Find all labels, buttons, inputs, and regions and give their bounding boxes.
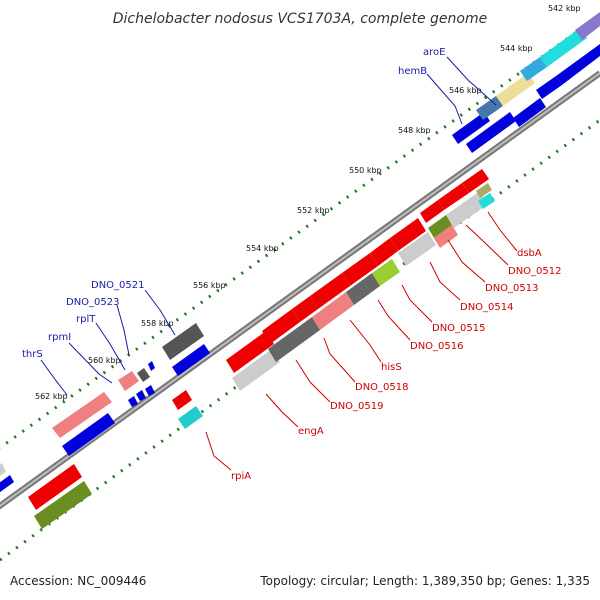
gene-label-DNO_0518[interactable]: DNO_0518: [355, 382, 409, 393]
gene-label-DNO_0513[interactable]: DNO_0513: [485, 283, 539, 294]
gene-DNO_0515[interactable]: [372, 259, 400, 286]
reverse-gene-labels: dsbA DNO_0512 DNO_0513 DNO_0514 DNO_0515…: [231, 248, 562, 482]
reverse-leader-lines: [205, 211, 518, 471]
gene-rpiA[interactable]: [172, 390, 192, 410]
gene-DNO_0516[interactable]: [346, 273, 380, 305]
gene-label-thrS[interactable]: thrS: [22, 349, 43, 360]
gene-dsbA[interactable]: [478, 193, 495, 209]
tick-label-556: 556 kbp: [193, 281, 226, 290]
gene-rplT[interactable]: [136, 390, 146, 401]
gene-label-DNO_0514[interactable]: DNO_0514: [460, 302, 514, 313]
gene-label-aroE[interactable]: aroE: [423, 47, 445, 58]
gene-label-dsbA[interactable]: dsbA: [517, 248, 542, 259]
gene-label-rpiA[interactable]: rpiA: [231, 471, 251, 482]
gene-label-DNO_0516[interactable]: DNO_0516: [410, 341, 464, 352]
gene-engA[interactable]: [226, 331, 274, 373]
scale-track-outer: [0, 13, 600, 450]
gene-hemB[interactable]: [452, 112, 490, 144]
gene-rpmI-block[interactable]: [52, 392, 112, 438]
gene-DNO_0519[interactable]: [268, 317, 320, 362]
topology-summary-text: Topology: circular; Length: 1,389,350 bp…: [259, 574, 590, 588]
gene-label-hemB[interactable]: hemB: [398, 66, 427, 77]
tick-label-552: 552 kbp: [297, 206, 330, 215]
gene-DNO_0513[interactable]: [434, 225, 458, 248]
gene-DNO_0521[interactable]: [148, 361, 155, 371]
tick-label-544: 544 kbp: [500, 44, 533, 53]
tick-label-542: 542 kbp: [548, 4, 581, 13]
tick-label-562: 562 kbp: [35, 392, 68, 401]
gene-DNO_0514[interactable]: [398, 232, 436, 266]
scale-track-inner: [0, 118, 600, 562]
tick-label-548: 548 kbp: [398, 126, 431, 135]
map-title: Dichelobacter nodosus VCS1703A, complete…: [113, 11, 487, 27]
gene-aroE[interactable]: [496, 73, 535, 106]
gene-rpmI[interactable]: [128, 396, 138, 407]
gene-label-rpmI[interactable]: rpmI: [48, 332, 71, 343]
gene-label-DNO_0515[interactable]: DNO_0515: [432, 323, 486, 334]
forward-strand-genes: [0, 12, 600, 493]
gene-label-hisS[interactable]: hisS: [381, 362, 402, 373]
gene-label-DNO_0519[interactable]: DNO_0519: [330, 401, 384, 412]
forward-leader-lines: [40, 56, 497, 396]
gene-thrS[interactable]: [62, 413, 115, 456]
tick-label-546: 546 kbp: [449, 86, 482, 95]
tick-label-550: 550 kbp: [349, 166, 382, 175]
scale-labels: 542 kbp 544 kbp 546 kbp 548 kbp 550 kbp …: [35, 4, 581, 401]
reverse-strand-genes: [0, 169, 495, 529]
gene-label-DNO_0512[interactable]: DNO_0512: [508, 266, 562, 277]
tick-label-558: 558 kbp: [141, 319, 174, 328]
gene-DNO_0512[interactable]: [446, 191, 488, 228]
tick-label-560: 560 kbp: [88, 356, 121, 365]
gene-label-engA[interactable]: engA: [298, 426, 324, 437]
gene-label-rplT[interactable]: rplT: [76, 314, 96, 325]
gene-label-DNO_0521[interactable]: DNO_0521: [91, 280, 145, 291]
accession-text: Accession: NC_009446: [10, 574, 146, 588]
forward-gene-labels: aroE hemB DNO_0521 DNO_0523 rplT rpmI th…: [22, 47, 445, 360]
gene-label-DNO_0523[interactable]: DNO_0523: [66, 297, 120, 308]
gene-DNO_0523[interactable]: [118, 371, 139, 391]
tick-label-554: 554 kbp: [246, 244, 279, 253]
gene-hisS[interactable]: [312, 292, 354, 330]
gene-DNO_0518[interactable]: [310, 273, 350, 309]
